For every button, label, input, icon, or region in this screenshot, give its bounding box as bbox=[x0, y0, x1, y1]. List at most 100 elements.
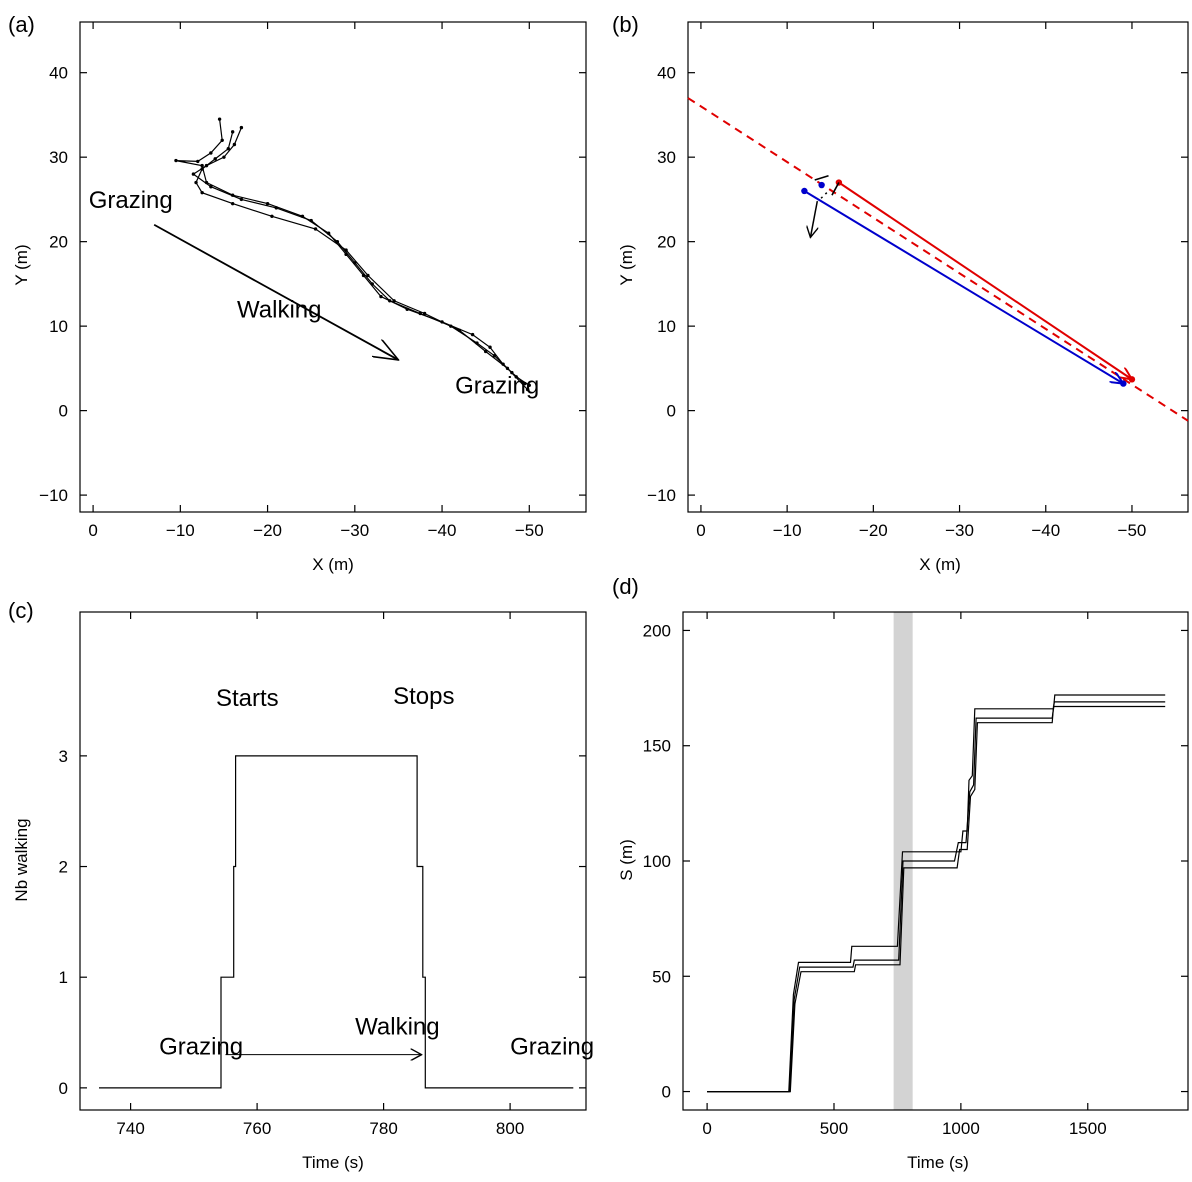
x-tick-label: 800 bbox=[496, 1119, 524, 1138]
panel-b-vectors: (b) 0 −10 −20 −30 −40 −50 −10 0 10 20 30 40 X (m) Y… bbox=[612, 12, 1189, 574]
panel-b-ylabel: Y (m) bbox=[617, 244, 636, 285]
series-point bbox=[191, 172, 196, 176]
panel-c-ticks: 740 760 780 800 0 1 2 3 bbox=[59, 612, 586, 1138]
panel-d-ticks: 0 500 1000 1500 0 50 100 150 200 bbox=[643, 612, 1188, 1138]
gap-dotted-line bbox=[817, 192, 828, 202]
series-point bbox=[200, 167, 204, 171]
series-point bbox=[217, 117, 222, 121]
vector-start-point bbox=[801, 187, 808, 195]
series-point bbox=[392, 299, 396, 303]
y-tick-label: 30 bbox=[49, 148, 68, 167]
annotation-label: Grazing bbox=[159, 1034, 243, 1061]
panel-a-frame bbox=[79, 21, 587, 513]
series-point bbox=[523, 381, 527, 386]
series-point bbox=[335, 239, 340, 244]
series-point bbox=[313, 227, 318, 231]
panel-a-trajectories: (a) 0 −10 −20 −30 −40 −50 −10 0 10 20 30 40 Grazing… bbox=[8, 12, 587, 574]
series-point bbox=[196, 159, 200, 164]
panel-a-series bbox=[174, 117, 531, 392]
series-point bbox=[239, 197, 244, 202]
series-point bbox=[470, 332, 475, 337]
start-connector bbox=[814, 174, 829, 181]
series-point bbox=[200, 163, 204, 168]
x-tick-label: 740 bbox=[116, 1119, 144, 1138]
series-line-2 bbox=[192, 127, 526, 385]
x-tick-label: 760 bbox=[243, 1119, 271, 1138]
series-point bbox=[265, 201, 270, 206]
y-tick-label: 10 bbox=[49, 317, 68, 336]
panel-c-series bbox=[99, 755, 574, 1089]
panel-b-xlabel: X (m) bbox=[919, 555, 961, 574]
panel-c-letter: (c) bbox=[8, 598, 34, 623]
x-tick-label: 0 bbox=[696, 521, 705, 540]
panel-c-annotations: Starts Stops Grazing Walking Grazing bbox=[159, 683, 594, 1061]
panel-c-xlabel: Time (s) bbox=[302, 1153, 364, 1172]
x-tick-label: −50 bbox=[515, 521, 544, 540]
y-tick-label: 0 bbox=[59, 402, 68, 421]
y-tick-label: 10 bbox=[657, 317, 676, 336]
x-tick-label: 1000 bbox=[942, 1119, 980, 1138]
series-point bbox=[232, 142, 237, 147]
series-line-1 bbox=[707, 694, 1166, 1093]
series-point bbox=[457, 328, 462, 333]
annotation-label: Grazing bbox=[455, 373, 539, 400]
x-tick-label: 780 bbox=[369, 1119, 397, 1138]
series-point bbox=[370, 282, 374, 286]
panel-d-series bbox=[707, 694, 1166, 1093]
series-point bbox=[230, 201, 235, 206]
y-tick-label: 100 bbox=[643, 852, 671, 871]
panel-b-letter: (b) bbox=[612, 12, 639, 37]
annotation-label: Starts bbox=[216, 685, 279, 712]
x-tick-label: −50 bbox=[1118, 521, 1147, 540]
dashed-regression-line bbox=[687, 97, 1189, 422]
panel-d-distance: (d) 0 500 1000 1500 0 50 100 150 200 Time (s) S … bbox=[612, 574, 1189, 1172]
panel-b-series bbox=[687, 97, 1189, 422]
displacement-vector-2 bbox=[803, 190, 1123, 384]
y-tick-label: 200 bbox=[643, 621, 671, 640]
y-tick-label: 0 bbox=[667, 402, 676, 421]
y-tick-label: 3 bbox=[59, 747, 68, 766]
gap-arrow bbox=[810, 200, 817, 237]
x-tick-label: −30 bbox=[945, 521, 974, 540]
series-point bbox=[422, 311, 427, 316]
panel-d-ylabel: S (m) bbox=[617, 839, 636, 881]
x-tick-label: −40 bbox=[1031, 521, 1060, 540]
series-point bbox=[379, 294, 383, 299]
x-tick-label: 0 bbox=[88, 521, 97, 540]
y-tick-label: 50 bbox=[652, 967, 671, 986]
x-tick-label: 0 bbox=[702, 1119, 711, 1138]
vector-mid-point bbox=[818, 181, 825, 189]
start-connector bbox=[831, 182, 840, 196]
series-point bbox=[213, 157, 217, 161]
series-line-2 bbox=[707, 701, 1166, 1093]
series-point bbox=[239, 125, 244, 130]
series-point bbox=[209, 185, 213, 189]
x-tick-label: −20 bbox=[859, 521, 888, 540]
y-tick-label: 1 bbox=[59, 968, 68, 987]
series-line-1 bbox=[175, 119, 530, 386]
panel-b-frame bbox=[687, 21, 1189, 513]
series-point bbox=[488, 345, 492, 349]
panel-c-frame bbox=[79, 611, 587, 1111]
series-point bbox=[220, 138, 224, 142]
panel-d-xlabel: Time (s) bbox=[907, 1153, 969, 1172]
annotation-label: Walking bbox=[355, 1014, 439, 1041]
panel-c-ylabel: Nb walking bbox=[12, 818, 31, 901]
y-tick-label: 150 bbox=[643, 737, 671, 756]
series-line-3 bbox=[707, 705, 1166, 1093]
series-point bbox=[505, 366, 510, 371]
annotation-label: Stops bbox=[393, 683, 454, 710]
panel-a-xlabel: X (m) bbox=[312, 555, 354, 574]
series-line-3 bbox=[195, 131, 528, 390]
series-point bbox=[525, 387, 530, 392]
series-point bbox=[527, 383, 531, 387]
y-tick-label: 20 bbox=[49, 233, 68, 252]
x-tick-label: −10 bbox=[166, 521, 195, 540]
x-tick-label: −10 bbox=[773, 521, 802, 540]
x-tick-label: −30 bbox=[340, 521, 369, 540]
y-tick-label: 0 bbox=[59, 1079, 68, 1098]
vector-end-point bbox=[1128, 376, 1136, 383]
series-point bbox=[274, 206, 278, 210]
series-point bbox=[222, 155, 226, 159]
